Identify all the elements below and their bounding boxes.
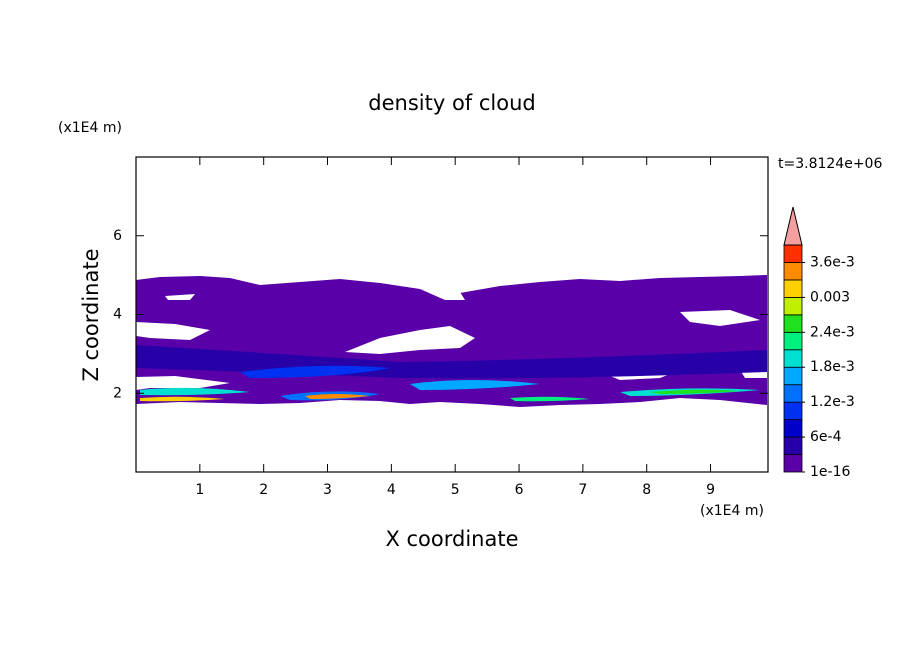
colorbar-band bbox=[783, 331, 803, 351]
contour-field bbox=[136, 275, 767, 407]
y-tick-label: 6 bbox=[113, 228, 122, 244]
colorbar-band bbox=[783, 419, 803, 438]
colorbar-tick-label: 3.6e-3 bbox=[810, 254, 855, 270]
contour-band bbox=[510, 396, 590, 402]
x-tick-label: 7 bbox=[578, 482, 587, 498]
gap bbox=[165, 294, 195, 300]
colorbar-tick-label: 1.8e-3 bbox=[810, 359, 855, 375]
colorbar-tick-label: 0.003 bbox=[810, 289, 850, 305]
x-tick-label: 8 bbox=[642, 482, 651, 498]
contour-band bbox=[305, 394, 370, 399]
colorbar-band bbox=[783, 384, 803, 403]
chart-title: density of cloud bbox=[368, 91, 535, 115]
colorbar-band bbox=[783, 314, 803, 333]
colorbar-band bbox=[783, 401, 803, 421]
contour-band bbox=[650, 389, 740, 394]
contour-band bbox=[140, 387, 250, 396]
gap bbox=[136, 376, 230, 390]
y-axis-label: Z coordinate bbox=[79, 248, 103, 381]
contour-band bbox=[410, 380, 540, 390]
x-tick-label: 5 bbox=[451, 482, 460, 498]
x-tick-label: 2 bbox=[259, 482, 268, 498]
gap bbox=[136, 322, 210, 340]
x-tick-label: 9 bbox=[706, 482, 715, 498]
colorbar-band bbox=[783, 296, 803, 316]
x-tick-label: 3 bbox=[323, 482, 332, 498]
x-tick-label: 1 bbox=[195, 482, 204, 498]
colorbar-tick-label: 1.2e-3 bbox=[810, 394, 855, 410]
contour-band bbox=[240, 365, 390, 378]
colorbar-tick-label: 6e-4 bbox=[810, 429, 842, 445]
time-annotation: t=3.8124e+06 bbox=[778, 156, 882, 172]
colorbar-band bbox=[783, 366, 803, 386]
colorbar-band bbox=[783, 262, 803, 281]
colorbar-band bbox=[783, 279, 803, 298]
colorbar-extend bbox=[783, 206, 803, 246]
gap bbox=[420, 289, 465, 300]
colorbar-tick-label: 1e-16 bbox=[810, 464, 850, 480]
colorbar-band bbox=[783, 436, 803, 455]
x-tick-label: 6 bbox=[515, 482, 524, 498]
y-tick-label: 4 bbox=[113, 307, 122, 323]
colorbar-band bbox=[783, 349, 803, 368]
gap bbox=[345, 326, 475, 354]
x-unit: (x1E4 m) bbox=[700, 503, 764, 519]
contour-band bbox=[140, 396, 225, 402]
colorbar-band bbox=[783, 244, 803, 263]
y-tick-label: 2 bbox=[113, 385, 122, 401]
x-tick-label: 4 bbox=[387, 482, 396, 498]
y-unit: (x1E4 m) bbox=[58, 120, 122, 136]
colorbar-band bbox=[783, 454, 803, 473]
x-axis-label: X coordinate bbox=[385, 527, 518, 551]
gap bbox=[680, 310, 760, 326]
colorbar-tick-label: 2.4e-3 bbox=[810, 324, 855, 340]
